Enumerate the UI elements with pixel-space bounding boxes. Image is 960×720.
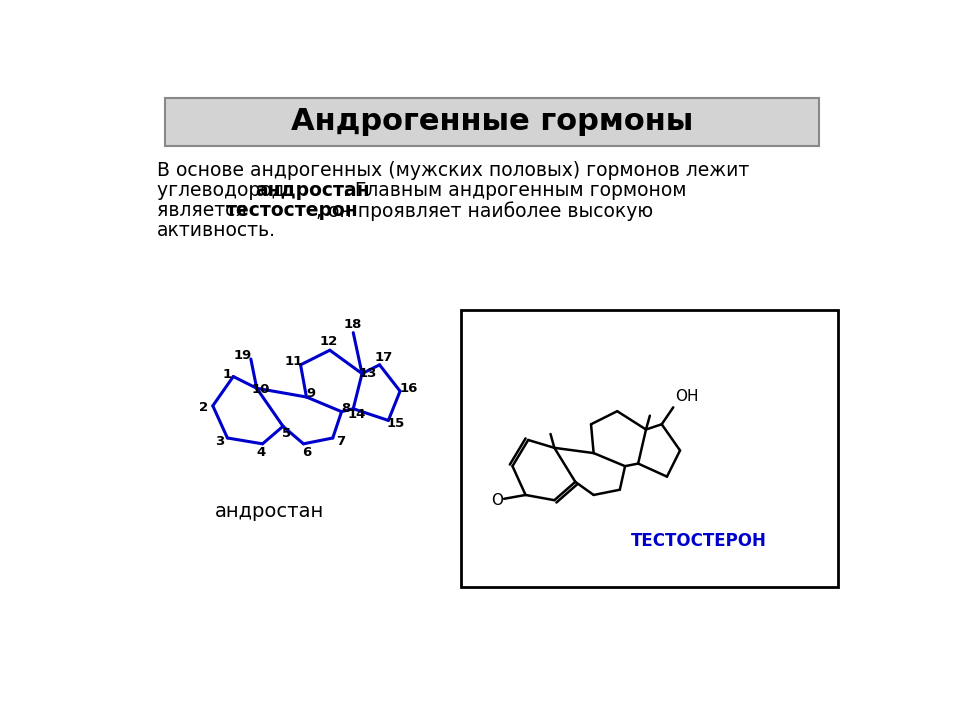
Text: андростан: андростан — [255, 181, 371, 200]
Text: андростан: андростан — [215, 502, 324, 521]
Text: 3: 3 — [215, 436, 225, 449]
Text: 5: 5 — [281, 428, 291, 441]
Text: 6: 6 — [302, 446, 311, 459]
Text: Андрогенные гормоны: Андрогенные гормоны — [291, 107, 693, 136]
Text: 12: 12 — [319, 336, 337, 348]
Text: 18: 18 — [344, 318, 363, 330]
Text: OH: OH — [675, 390, 698, 404]
Text: 2: 2 — [199, 401, 208, 414]
Text: 16: 16 — [399, 382, 418, 395]
Bar — [165, 98, 819, 145]
Text: углеводород: углеводород — [157, 181, 291, 200]
Text: 11: 11 — [284, 355, 302, 368]
Text: 1: 1 — [223, 369, 231, 382]
Text: O: O — [492, 493, 503, 508]
Text: 10: 10 — [252, 383, 270, 396]
Text: 9: 9 — [306, 387, 316, 400]
Text: В основе андрогенных (мужских половых) гормонов лежит: В основе андрогенных (мужских половых) г… — [157, 161, 750, 180]
Text: 7: 7 — [336, 436, 345, 449]
Text: 17: 17 — [374, 351, 393, 364]
Text: является: является — [157, 201, 252, 220]
Text: . Главным андрогенным гормоном: . Главным андрогенным гормоном — [344, 181, 687, 200]
Text: 14: 14 — [348, 408, 367, 421]
Text: ТЕСТОСТЕРОН: ТЕСТОСТЕРОН — [631, 531, 766, 549]
Text: 15: 15 — [387, 417, 405, 430]
Text: 8: 8 — [342, 402, 350, 415]
Text: 13: 13 — [358, 367, 376, 380]
Text: 19: 19 — [234, 349, 252, 362]
Text: 4: 4 — [256, 446, 266, 459]
Text: тестостерон: тестостерон — [227, 201, 359, 220]
Bar — [461, 310, 838, 587]
Text: активность.: активность. — [157, 221, 276, 240]
Text: , он проявляет наиболее высокую: , он проявляет наиболее высокую — [317, 201, 654, 221]
